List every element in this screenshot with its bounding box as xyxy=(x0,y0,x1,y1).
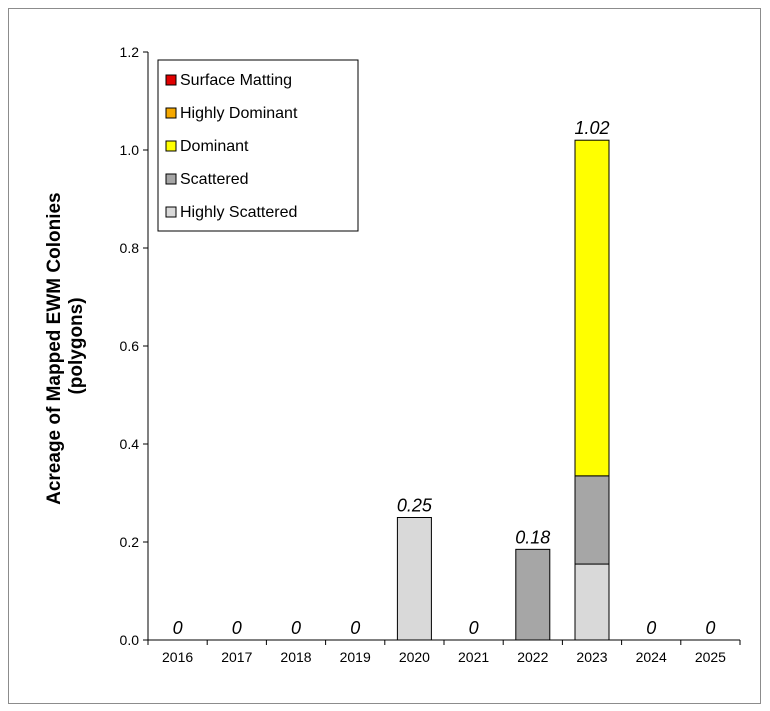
legend-label: Dominant xyxy=(180,138,249,155)
x-tick-label: 2024 xyxy=(636,649,667,665)
y-ticks: 0.0 0.2 0.4 0.6 0.8 1.0 1.2 xyxy=(120,44,148,648)
legend-swatch-scattered xyxy=(165,173,177,185)
bar-segment-scattered xyxy=(574,475,610,565)
legend-swatch-surface-matting xyxy=(165,74,177,86)
bar-total-label: 0 xyxy=(173,618,183,638)
x-tick-label: 2017 xyxy=(221,649,252,665)
bar-total-label: 0.18 xyxy=(515,527,550,547)
y-tick-label: 0.4 xyxy=(120,436,140,452)
y-tick-label: 1.2 xyxy=(120,44,140,60)
legend-label: Highly Dominant xyxy=(180,105,298,122)
y-axis-title-line-2: (polygons) xyxy=(66,297,87,394)
bar-total-label: 1.02 xyxy=(574,118,609,138)
y-tick-label: 0.2 xyxy=(120,534,140,550)
y-tick-label: 1.0 xyxy=(120,142,140,158)
bar-total-label: 0 xyxy=(350,618,360,638)
x-tick-label: 2016 xyxy=(162,649,193,665)
legend-label: Scattered xyxy=(180,171,248,188)
legend: Surface Matting Highly Dominant Dominant Sc… xyxy=(157,59,359,232)
y-axis-title: Acreage of Mapped EWM Colonies (polygons… xyxy=(44,187,87,505)
bars-layer xyxy=(396,139,610,641)
legend-label: Surface Matting xyxy=(180,72,292,89)
bar-total-label: 0 xyxy=(705,618,715,638)
bar-segment-scattered xyxy=(515,548,551,641)
bar-total-label: 0 xyxy=(232,618,242,638)
y-tick-label: 0.0 xyxy=(120,632,140,648)
bar-total-label: 0 xyxy=(469,618,479,638)
legend-swatch-highly-scattered xyxy=(165,206,177,218)
bar-segment-highly-scattered xyxy=(396,517,432,641)
legend-swatch-dominant xyxy=(165,140,177,152)
y-axis-title-line-1: Acreage of Mapped EWM Colonies xyxy=(44,192,65,504)
x-tick-label: 2020 xyxy=(399,649,430,665)
y-tick-label: 0.8 xyxy=(120,240,140,256)
legend-label: Highly Scattered xyxy=(180,204,297,221)
total-labels: 0 0 0 0 0.25 0 0.18 1.02 0 0 xyxy=(173,118,716,638)
legend-swatch-highly-dominant xyxy=(165,107,177,119)
x-tick-label: 2023 xyxy=(576,649,607,665)
x-tick-label: 2018 xyxy=(280,649,311,665)
bar-total-label: 0 xyxy=(291,618,301,638)
x-tick-label: 2019 xyxy=(340,649,371,665)
bar-total-label: 0.25 xyxy=(397,496,433,516)
x-ticks: 2016 2017 2018 2019 2020 2021 2022 2023 2024 2025 xyxy=(147,640,741,665)
x-tick-label: 2025 xyxy=(695,649,726,665)
y-tick-label: 0.6 xyxy=(120,338,140,354)
bar-segment-highly-scattered xyxy=(574,563,610,641)
legend-box xyxy=(157,59,359,232)
chart-frame xyxy=(8,8,761,704)
x-tick-label: 2022 xyxy=(517,649,548,665)
bar-segment-dominant xyxy=(574,139,610,477)
bar-total-label: 0 xyxy=(646,618,656,638)
x-tick-label: 2021 xyxy=(458,649,489,665)
